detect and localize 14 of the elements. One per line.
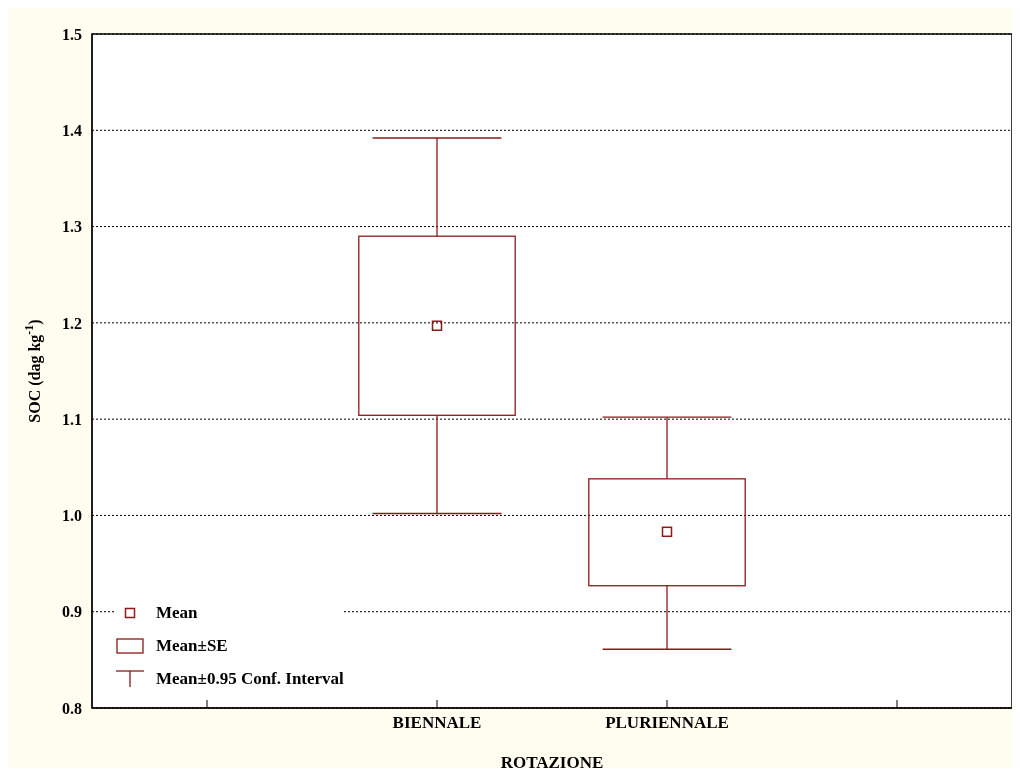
y-tick-label: 1.3 <box>62 218 82 236</box>
annotation: Mean±0.95 Conf. Interval <box>156 668 344 689</box>
y-tick-label: 1.1 <box>62 410 82 428</box>
y-tick-label: 0.8 <box>62 699 82 717</box>
x-tick-label: PLURIENNALE <box>605 713 729 733</box>
annotation: Mean±SE <box>156 635 228 656</box>
y-tick-label: 1.4 <box>62 121 82 139</box>
x-axis-title: ROTAZIONE <box>500 753 604 772</box>
x-tick-label: BIENNALE <box>392 713 482 733</box>
y-tick-label: 0.9 <box>62 603 82 621</box>
y-tick-label: 1.0 <box>62 507 82 525</box>
y-tick-label: 1.5 <box>62 25 82 43</box>
annotation: Mean <box>156 602 198 623</box>
y-tick-label: 1.2 <box>62 314 82 332</box>
